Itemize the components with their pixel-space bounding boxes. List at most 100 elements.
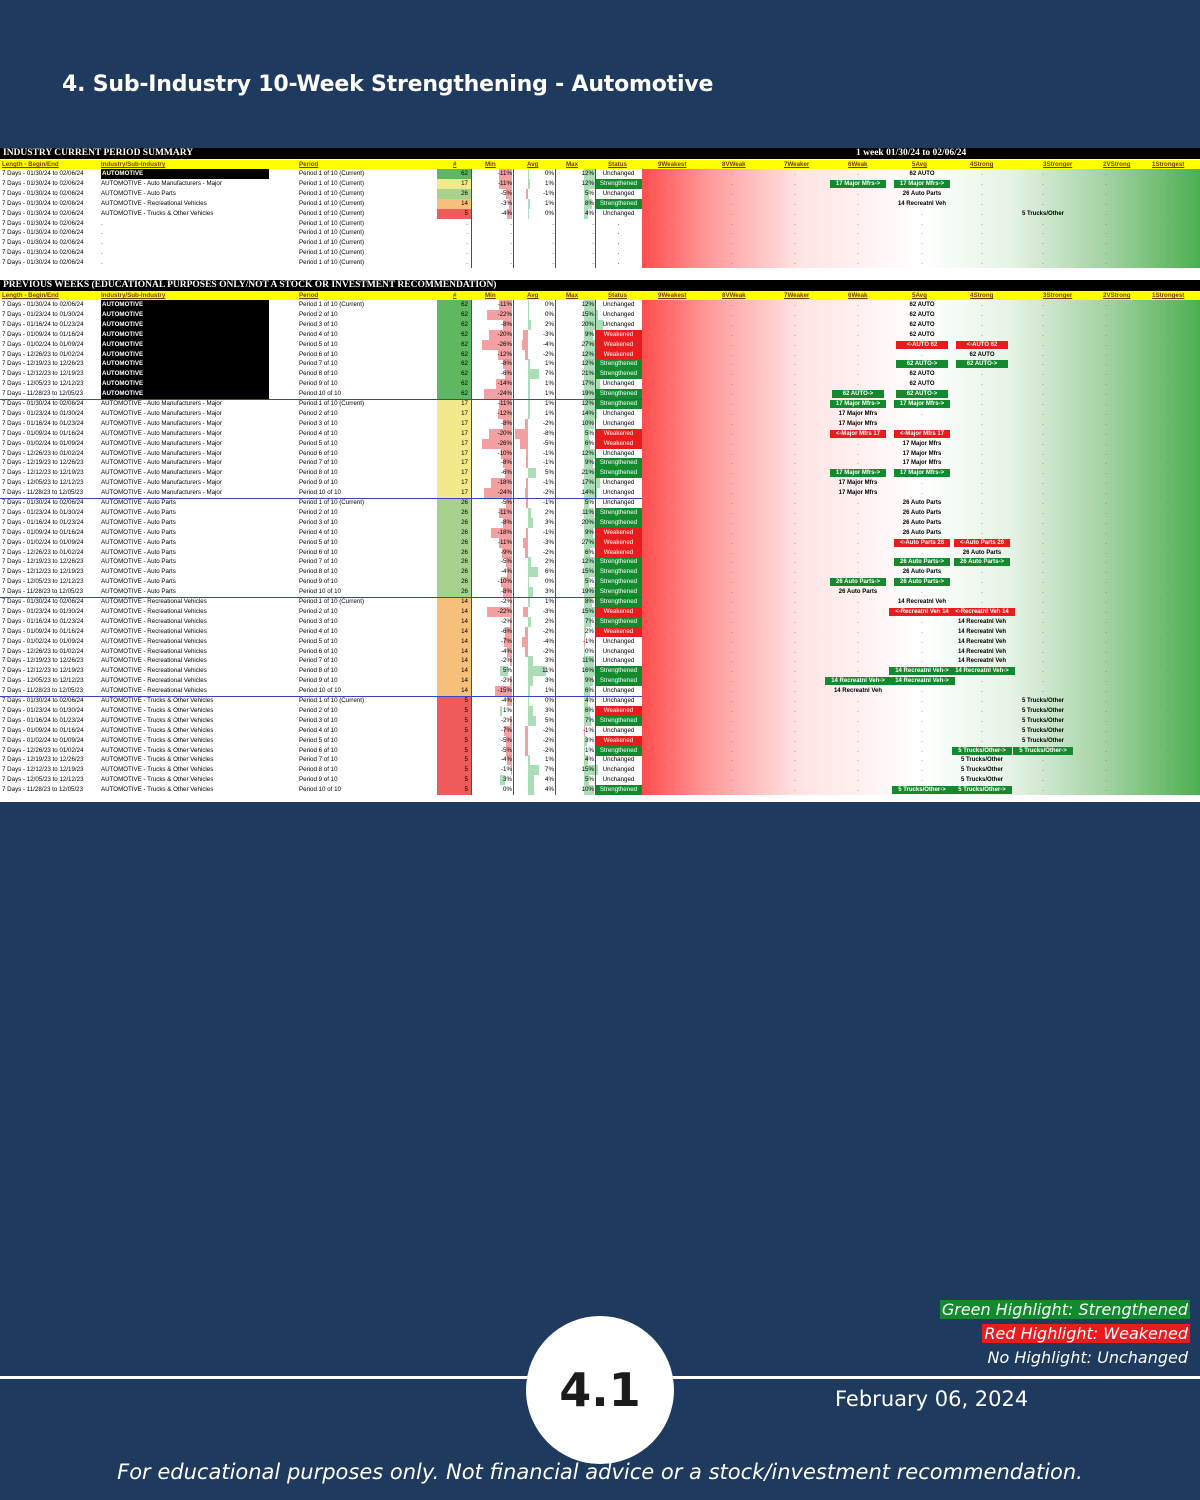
strength-buckets: ........ 17 Major Mfrs <box>642 488 1200 498</box>
length-cell: 7 Days - 12/12/23 to 12/19/23 <box>2 370 84 378</box>
min-cell: -11% <box>498 400 512 407</box>
min-databar <box>509 616 512 627</box>
bucket-dot: . <box>671 706 673 714</box>
strength-buckets: ....... <-Auto Parts 26 <-Auto Parts 26 <box>642 538 1200 548</box>
max-databar <box>584 178 596 189</box>
max-cell: -1% <box>582 726 594 734</box>
min-databar <box>482 438 512 449</box>
status-badge: Strengthened <box>595 389 642 400</box>
max-cell: 5% <box>585 776 594 784</box>
bucket-dot: . <box>1167 786 1169 794</box>
status-badge: Unchanged <box>602 766 635 774</box>
bucket-dot: . <box>1167 249 1169 257</box>
max-cell: 17% <box>581 479 594 487</box>
avg-cell: -2% <box>542 746 554 754</box>
period-cell: Period 1 of 10 (Current) <box>299 199 364 207</box>
min-databar <box>500 666 508 677</box>
max-cell: 6% <box>585 706 594 714</box>
length-cell: 7 Days - 01/30/24 to 02/06/24 <box>2 499 84 506</box>
industry-cell: AUTOMOTIVE - Auto Parts <box>101 508 176 516</box>
bucket-marker: 14 Recreatnl Veh <box>833 688 882 695</box>
bucket-dot: . <box>671 400 673 407</box>
avg-cell: 5% <box>545 716 554 724</box>
period-cell: Period 10 of 10 <box>299 588 341 596</box>
period-cell: Period 4 of 10 <box>299 528 338 536</box>
bucket-marker: 62 AUTO-> <box>956 360 1008 369</box>
bucket-dot: . <box>1167 647 1169 655</box>
bucket-dot: . <box>1105 756 1107 764</box>
bucket-dot: . <box>921 637 923 645</box>
status-badge: Strengthened <box>595 567 642 578</box>
bucket-dot: . <box>794 706 796 714</box>
avg-cell: 3% <box>545 706 554 714</box>
max-databar <box>584 498 589 508</box>
table-row: 7 Days - 12/19/23 to 12/26/23 AUTOMOTIVE … <box>0 755 1200 766</box>
period-cell: Period 10 of 10 <box>299 489 341 497</box>
col-header-6weak: 6Weak <box>848 292 868 299</box>
bucket-dot: . <box>794 697 796 704</box>
min-cell: -11% <box>498 538 512 546</box>
bucket-dot: . <box>671 429 673 437</box>
col-header-2vstrong: 2VStrong <box>1103 292 1131 299</box>
bucket-dot: . <box>1042 320 1044 328</box>
bucket-dot: . <box>671 259 673 267</box>
period-cell: Period 8 of 10 <box>299 370 338 378</box>
bucket-dot: . <box>1042 687 1044 695</box>
bucket-dot: . <box>1042 330 1044 338</box>
min-databar <box>499 537 512 548</box>
bucket-dot: . <box>857 439 859 447</box>
bucket-dot: . <box>794 598 796 605</box>
max-databar <box>584 616 591 627</box>
bucket-dot: . <box>1105 786 1107 794</box>
max-cell: 3% <box>585 736 594 744</box>
strength-buckets: ........ 5 Trucks/Other <box>642 209 1200 219</box>
bucket-marker: 62 AUTO <box>909 331 935 338</box>
min-cell: -5% <box>500 736 512 744</box>
bucket-dot: . <box>857 607 859 615</box>
bucket-dot: . <box>1167 229 1169 237</box>
max-databar <box>584 676 593 687</box>
min-databar <box>498 408 512 419</box>
status-badge: Unchanged <box>602 489 635 497</box>
strength-buckets: ........ 5 Trucks/Other <box>642 775 1200 785</box>
table-row: 7 Days - 01/02/24 to 01/09/24 AUTOMOTIVE … <box>0 537 1200 548</box>
min-databar <box>501 547 512 558</box>
bucket-dot: . <box>981 179 983 187</box>
page-title: 4. Sub-Industry 10-Week Strengthening - … <box>62 72 714 97</box>
bucket-dot: . <box>1105 409 1107 417</box>
bucket-dot: . <box>1105 508 1107 516</box>
bucket-marker: 5 Trucks/Other <box>1021 737 1065 744</box>
bucket-marker: 14 Recreatnl Veh <box>897 200 946 207</box>
industry-cell: AUTOMOTIVE - Recreational Vehicles <box>101 617 207 625</box>
status-badge: Strengthened <box>595 587 642 598</box>
length-cell: 7 Days - 01/16/24 to 01/23/24 <box>2 518 84 526</box>
max-cell: 9% <box>585 677 594 685</box>
count-cell: 26 <box>437 498 471 508</box>
period-cell: Period 5 of 10 <box>299 538 338 546</box>
bucket-dot: . <box>731 716 733 724</box>
avg-databar <box>528 597 530 607</box>
min-databar <box>500 448 512 459</box>
min-cell: -20% <box>497 429 512 437</box>
bucket-dot: . <box>857 209 859 217</box>
min-cell: -22% <box>497 310 512 318</box>
industry-cell: AUTOMOTIVE <box>101 169 269 179</box>
status-badge: Strengthened <box>595 178 642 189</box>
bucket-dot: . <box>1167 528 1169 536</box>
avg-cell: -3% <box>542 607 554 615</box>
max-cell: 20% <box>581 518 594 526</box>
min-databar <box>486 309 512 320</box>
industry-cell: AUTOMOTIVE - Auto Manufacturers - Major <box>101 400 222 407</box>
min-cell: -2% <box>500 677 512 685</box>
avg-cell: -2% <box>542 726 554 734</box>
bucket-dot: . <box>1105 647 1107 655</box>
bucket-dot: . <box>1042 578 1044 586</box>
count-cell: 17 <box>437 468 471 479</box>
max-databar <box>584 765 599 776</box>
bucket-dot: . <box>857 617 859 625</box>
bucket-dot: . <box>857 716 859 724</box>
length-cell: 7 Days - 12/05/23 to 12/12/23 <box>2 677 84 685</box>
period-cell: Period 4 of 10 <box>299 627 338 635</box>
industry-cell: AUTOMOTIVE - Recreational Vehicles <box>101 657 207 665</box>
strength-buckets: ........ 17 Major Mfrs <box>642 439 1200 449</box>
